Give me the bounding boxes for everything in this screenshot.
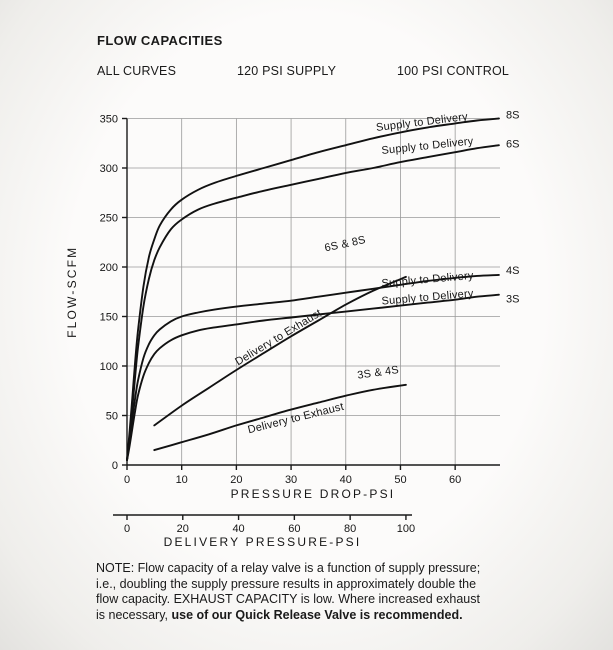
y-tick-label: 100	[100, 361, 118, 373]
y-tick-label: 300	[100, 163, 118, 175]
x-axis-title: PRESSURE DROP-PSI	[231, 487, 396, 501]
curve-6s-supply	[126, 144, 500, 462]
size-label-3s: 3S	[506, 294, 519, 306]
curve-annotation: Supply to Delivery	[381, 270, 474, 290]
secondary-x-axis-title: DELIVERY PRESSURE-PSI	[164, 535, 362, 549]
note-line-4-normal: is necessary,	[96, 607, 172, 622]
curve-6s-8s-exhaust	[153, 275, 407, 427]
x-tick-label: 30	[285, 474, 297, 486]
page-title: FLOW CAPACITIES	[97, 33, 223, 48]
size-label-4s: 4S	[506, 265, 519, 277]
curve-annotation: Supply to Delivery	[381, 288, 474, 308]
y-tick-label: 200	[100, 262, 118, 274]
curve-3s-4s-exhaust	[153, 383, 407, 452]
note-line-1: NOTE: Flow capacity of a relay valve is …	[96, 561, 481, 575]
note-line-2: i.e., doubling the supply pressure resul…	[96, 576, 477, 591]
y-tick-label: 50	[106, 411, 118, 423]
secondary-x-tick-label: 20	[177, 523, 189, 535]
y-tick-label: 250	[100, 213, 118, 225]
curve-annotation: 3S & 4S	[357, 364, 400, 382]
x-tick-label: 60	[449, 474, 461, 486]
flow-capacities-chart: 0 10 20 30 40 50 60050100150200250300350PRESSU…	[65, 110, 519, 549]
curve-annotation: 6S & 8S	[323, 234, 366, 254]
y-tick-label: 0	[112, 460, 118, 472]
subheader-all-curves: ALL CURVES	[97, 64, 177, 78]
secondary-x-tick-label: 80	[344, 523, 356, 535]
note-line-4: is necessary, use of our Quick Release V…	[96, 608, 480, 624]
secondary-x-tick-label: 100	[397, 523, 415, 535]
x-tick-label: 20	[230, 474, 242, 486]
x-tick-label: 50	[394, 474, 406, 486]
y-axis-title: FLOW-SCFM	[65, 246, 79, 338]
subheader-control-pressure: 100 PSI CONTROL	[397, 64, 510, 78]
curve-4s-supply	[126, 273, 500, 462]
x-tick-label: 40	[340, 474, 352, 486]
y-tick-label: 350	[100, 114, 118, 126]
x-tick-label: 0	[124, 474, 130, 486]
size-label-8s: 8S	[506, 110, 519, 122]
size-label-6s: 6S	[506, 138, 519, 150]
secondary-x-tick-label: 40	[232, 523, 244, 535]
curve-3s-supply	[126, 293, 500, 462]
curve-annotation: Supply to Delivery	[381, 135, 474, 157]
note-line-3: flow capacity. EXHAUST CAPACITY is low. …	[96, 592, 480, 606]
x-tick-label: 10	[176, 474, 188, 486]
subheader-supply-pressure: 120 PSI SUPPLY	[237, 64, 337, 78]
curve-8s-supply	[126, 117, 500, 462]
note-bold-recommendation: use of our Quick Release Valve is recomm…	[171, 607, 463, 622]
y-tick-label: 150	[100, 312, 118, 324]
secondary-x-tick-label: 0	[124, 523, 130, 535]
note-text: NOTE: Flow capacity of a relay valve is …	[96, 561, 480, 623]
secondary-x-tick-label: 60	[288, 523, 300, 535]
